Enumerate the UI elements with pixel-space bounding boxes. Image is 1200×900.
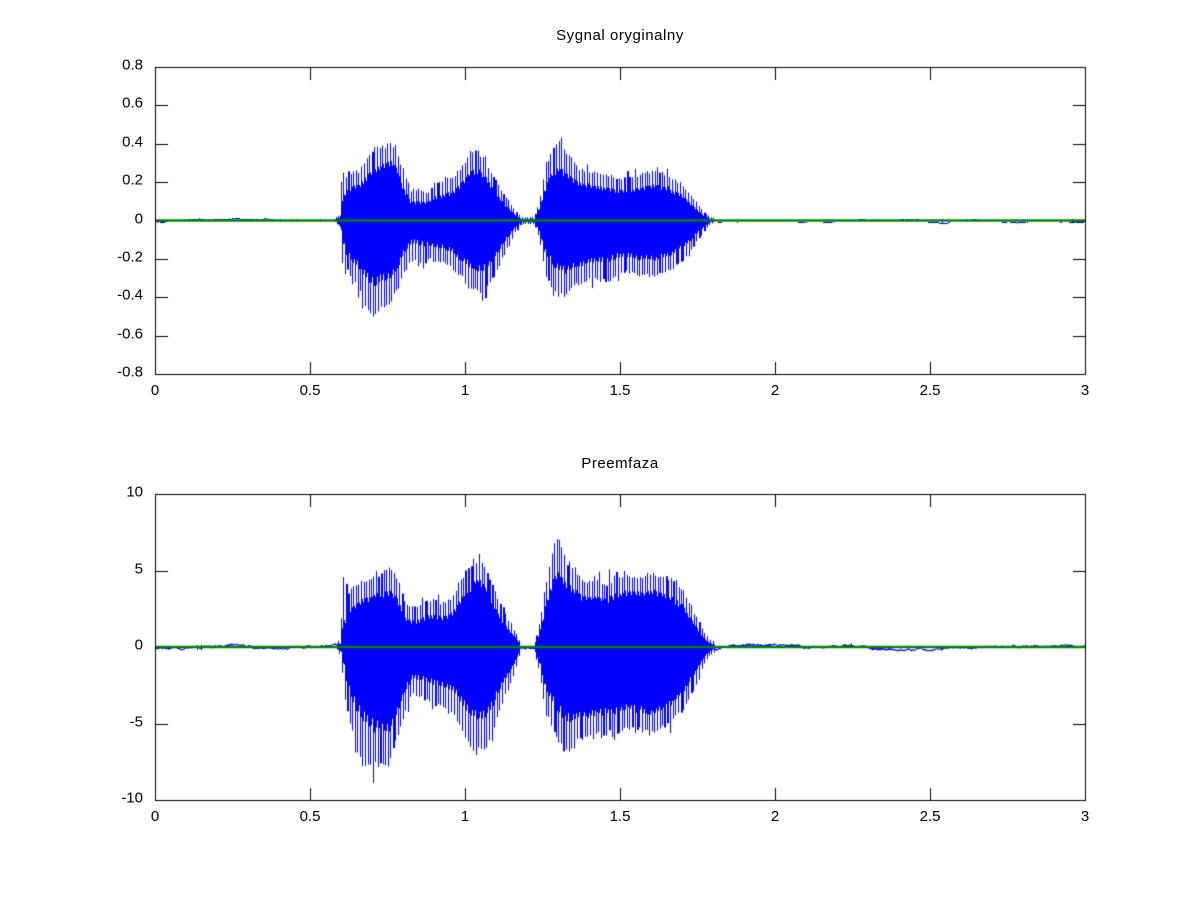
y-tick-label: 0.2: [122, 171, 143, 189]
x-tick-label: 1: [460, 808, 470, 825]
y-tick-label: 10: [126, 483, 143, 501]
y-tick-label: -10: [121, 789, 143, 807]
x-tick-label: 0.5: [299, 382, 321, 399]
y-tick-label: -0.6: [117, 325, 143, 343]
top-plot-title: Sygnal oryginalny: [556, 27, 684, 44]
y-tick-label: 0.6: [122, 94, 143, 112]
y-tick-label: 5: [134, 560, 143, 577]
x-tick-label: 0: [150, 808, 160, 825]
x-tick-label: 3: [1080, 808, 1090, 825]
x-tick-label: 2: [770, 808, 780, 825]
x-tick-label: 0.5: [299, 808, 321, 825]
y-tick-label: 0.4: [122, 133, 143, 151]
x-tick-label: 2.5: [919, 382, 941, 399]
y-tick-label: -5: [129, 713, 143, 730]
y-tick-label: 0: [134, 210, 143, 227]
y-tick-label: -0.4: [117, 286, 143, 304]
y-tick-label: 0: [134, 636, 143, 654]
x-tick-label: 0: [150, 382, 160, 399]
y-tick-label: -0.2: [117, 248, 143, 266]
x-tick-label: 1.5: [609, 382, 631, 399]
x-tick-label: 3: [1080, 382, 1090, 399]
x-tick-label: 1: [460, 382, 470, 399]
bottom-plot-title: Preemfaza: [581, 455, 659, 472]
x-tick-label: 2: [770, 382, 780, 399]
x-tick-label: 2.5: [919, 808, 941, 825]
x-tick-label: 1.5: [609, 808, 631, 825]
y-tick-label: -0.8: [117, 363, 143, 381]
y-tick-label: 0.8: [122, 56, 143, 74]
